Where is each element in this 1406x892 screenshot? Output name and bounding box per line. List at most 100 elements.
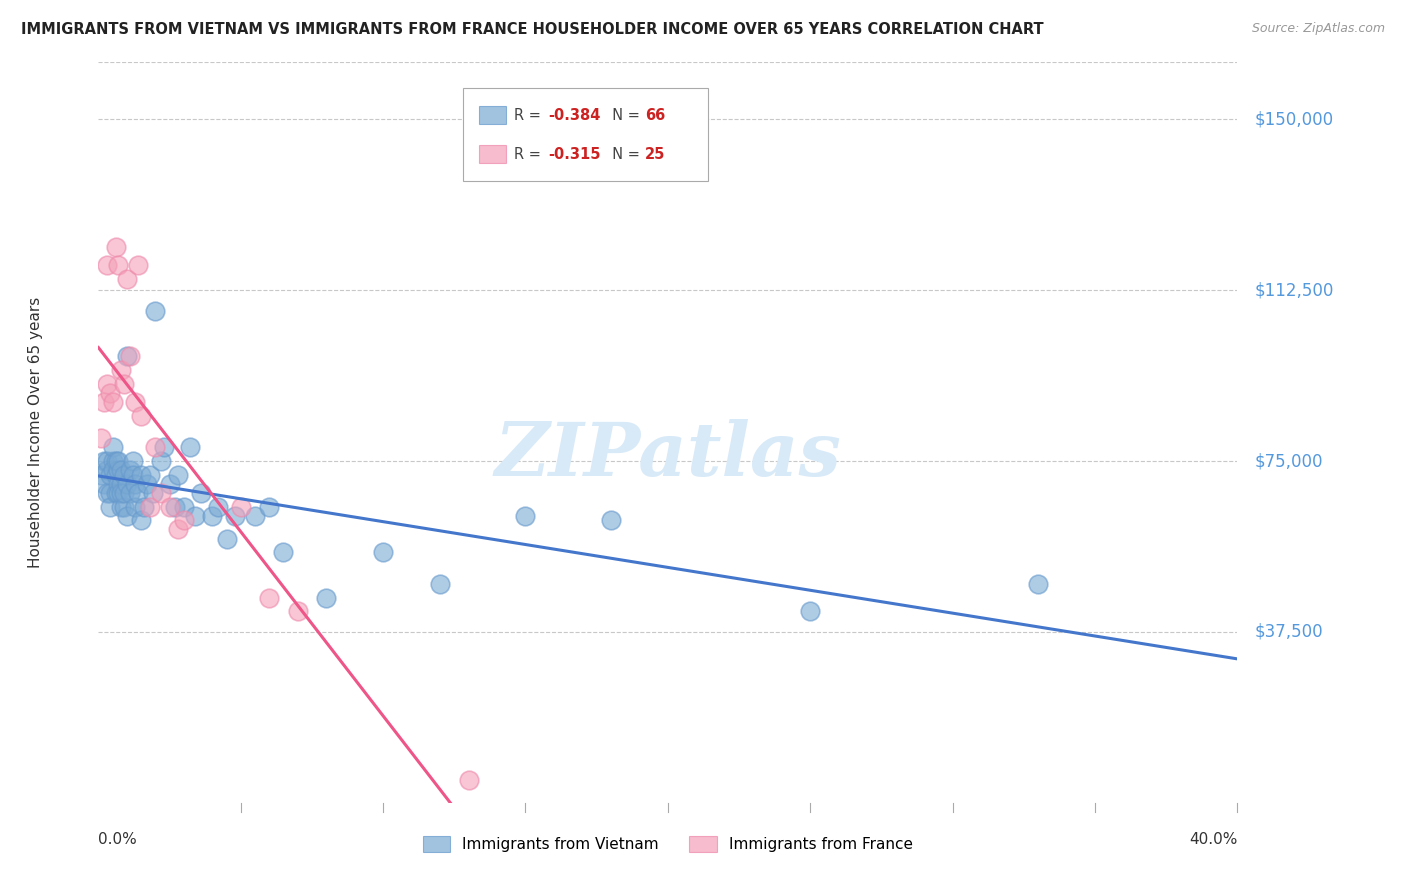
- Point: [107, 258, 129, 272]
- Text: R =: R =: [515, 108, 546, 123]
- Point: [101, 463, 124, 477]
- Point: [215, 532, 238, 546]
- Point: [207, 500, 229, 514]
- Point: [121, 454, 143, 468]
- Point: [159, 476, 181, 491]
- Point: [259, 500, 281, 514]
- FancyBboxPatch shape: [479, 145, 506, 163]
- Text: Source: ZipAtlas.com: Source: ZipAtlas.com: [1251, 22, 1385, 36]
- Point: [129, 513, 152, 527]
- Text: N =: N =: [603, 108, 644, 123]
- Point: [243, 508, 266, 523]
- Point: [98, 385, 121, 400]
- Point: [115, 272, 138, 286]
- Point: [90, 467, 112, 482]
- Point: [107, 486, 129, 500]
- Text: 40.0%: 40.0%: [1189, 831, 1237, 847]
- Text: $150,000: $150,000: [1254, 111, 1333, 128]
- Point: [118, 349, 141, 363]
- Point: [224, 508, 246, 523]
- Text: N =: N =: [603, 147, 644, 162]
- Text: IMMIGRANTS FROM VIETNAM VS IMMIGRANTS FROM FRANCE HOUSEHOLDER INCOME OVER 65 YEA: IMMIGRANTS FROM VIETNAM VS IMMIGRANTS FR…: [21, 22, 1043, 37]
- Point: [110, 500, 132, 514]
- Point: [96, 258, 118, 272]
- Point: [153, 441, 176, 455]
- Point: [138, 500, 160, 514]
- Text: 0.0%: 0.0%: [98, 831, 138, 847]
- Point: [98, 500, 121, 514]
- Point: [201, 508, 224, 523]
- Point: [110, 486, 132, 500]
- Point: [104, 240, 127, 254]
- Point: [135, 476, 157, 491]
- Point: [515, 508, 537, 523]
- Point: [96, 486, 118, 500]
- Text: 66: 66: [645, 108, 665, 123]
- Point: [104, 467, 127, 482]
- Point: [190, 486, 212, 500]
- Text: -0.384: -0.384: [548, 108, 600, 123]
- Point: [159, 500, 181, 514]
- Point: [129, 409, 152, 423]
- Point: [98, 467, 121, 482]
- Point: [167, 523, 190, 537]
- Point: [115, 508, 138, 523]
- Point: [173, 500, 195, 514]
- Text: $75,000: $75,000: [1254, 452, 1323, 470]
- Point: [112, 486, 135, 500]
- Text: $37,500: $37,500: [1254, 623, 1323, 641]
- Point: [315, 591, 337, 605]
- Point: [101, 395, 124, 409]
- Point: [129, 467, 152, 482]
- Point: [600, 513, 623, 527]
- Legend: Immigrants from Vietnam, Immigrants from France: Immigrants from Vietnam, Immigrants from…: [416, 830, 920, 858]
- Text: -0.315: -0.315: [548, 147, 600, 162]
- Point: [145, 303, 167, 318]
- Point: [145, 441, 167, 455]
- Text: Householder Income Over 65 years: Householder Income Over 65 years: [28, 297, 44, 568]
- Text: ZIPatlas: ZIPatlas: [495, 418, 841, 491]
- Point: [259, 591, 281, 605]
- Point: [799, 604, 821, 618]
- FancyBboxPatch shape: [479, 106, 506, 124]
- Point: [101, 441, 124, 455]
- Point: [1026, 577, 1049, 591]
- Point: [373, 545, 395, 559]
- Point: [124, 395, 146, 409]
- Point: [93, 454, 115, 468]
- Point: [104, 454, 127, 468]
- Point: [141, 486, 163, 500]
- Point: [124, 500, 146, 514]
- Point: [101, 454, 124, 468]
- Point: [96, 454, 118, 468]
- Text: 25: 25: [645, 147, 665, 162]
- Point: [107, 463, 129, 477]
- Point: [118, 463, 141, 477]
- Point: [93, 395, 115, 409]
- Point: [115, 349, 138, 363]
- Point: [124, 476, 146, 491]
- Text: R =: R =: [515, 147, 546, 162]
- Point: [132, 500, 155, 514]
- Point: [107, 476, 129, 491]
- Point: [167, 467, 190, 482]
- Point: [90, 431, 112, 445]
- Text: $112,500: $112,500: [1254, 281, 1334, 299]
- Point: [150, 486, 173, 500]
- Point: [104, 486, 127, 500]
- Point: [115, 476, 138, 491]
- Point: [93, 476, 115, 491]
- Point: [179, 441, 201, 455]
- Point: [121, 467, 143, 482]
- Point: [429, 577, 451, 591]
- Point: [110, 476, 132, 491]
- Point: [96, 376, 118, 391]
- Point: [138, 467, 160, 482]
- Point: [110, 463, 132, 477]
- Point: [112, 376, 135, 391]
- Point: [96, 463, 118, 477]
- Point: [150, 454, 173, 468]
- Point: [112, 500, 135, 514]
- Point: [184, 508, 207, 523]
- Point: [118, 486, 141, 500]
